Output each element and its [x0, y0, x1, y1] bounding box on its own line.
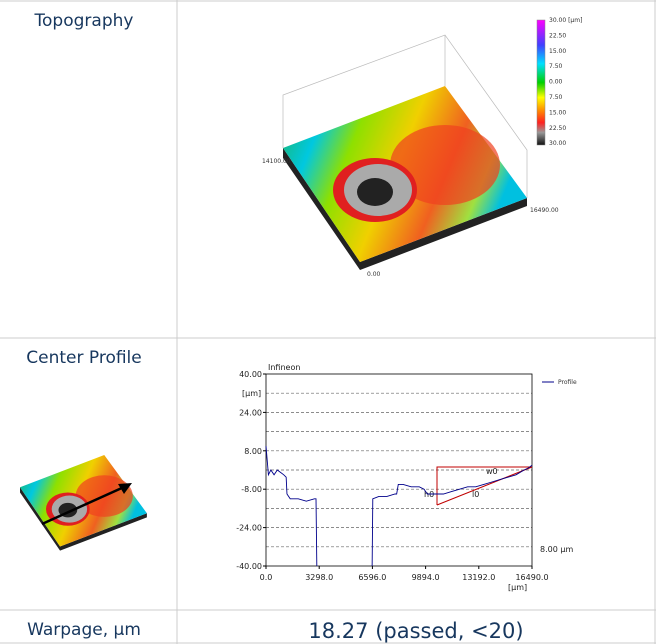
x-tick-label: 0.0: [260, 573, 273, 582]
annotation: h0: [424, 490, 434, 499]
axis-label: 16490.00: [530, 207, 559, 214]
colorbar-label: 15.00: [549, 109, 566, 116]
row-label: Warpage, µm: [27, 620, 141, 640]
annotation: w0: [486, 467, 498, 476]
axis-label: 14100.00: [262, 158, 291, 165]
y-unit: [µm]: [242, 389, 261, 398]
x-tick-label: 13192.0: [462, 573, 495, 582]
plot-frame: [265, 373, 533, 567]
y-tick-label: 40.00: [239, 370, 262, 379]
colorbar-label: 7.50: [549, 94, 563, 101]
axis-label: 0.00: [367, 271, 381, 278]
profile-line: [265, 445, 318, 567]
annotation-lines: [436, 466, 533, 506]
row-label: Center Profile: [26, 348, 141, 368]
colorbar-label: 15.00: [549, 48, 566, 55]
legend-label: Profile: [558, 379, 577, 386]
annotation: 8.00 µm: [540, 545, 573, 554]
topography-image: [282, 19, 546, 270]
y-tick-label: -40.00: [236, 562, 262, 571]
colorbar-label: 22.50: [549, 125, 566, 132]
y-tick-label: 24.00: [239, 408, 262, 417]
x-tick-label: 9894.0: [412, 573, 440, 582]
y-tick-label: -8.00: [241, 485, 262, 494]
colorbar-label: 7.50: [549, 63, 563, 70]
colorbar-label: 30.00: [549, 140, 566, 147]
colorbar-label: 30.00 [µm]: [549, 17, 582, 24]
profile-line: [371, 464, 533, 567]
colorbar-label: 22.50: [549, 32, 566, 39]
x-tick-label: 3298.0: [305, 573, 333, 582]
chart-title: Infineon: [268, 363, 300, 372]
x-unit: [µm]: [508, 583, 527, 592]
warpage-value: 18.27 (passed, <20): [308, 619, 523, 643]
annotation: l0: [472, 490, 479, 499]
thumbnail: [20, 455, 147, 551]
y-tick-label: 8.00: [244, 447, 262, 456]
row-label: Topography: [34, 11, 134, 31]
colorbar-label: 0.00: [549, 79, 563, 86]
y-tick-label: -24.00: [236, 524, 262, 533]
x-tick-label: 16490.0: [515, 573, 548, 582]
x-tick-label: 6596.0: [358, 573, 386, 582]
